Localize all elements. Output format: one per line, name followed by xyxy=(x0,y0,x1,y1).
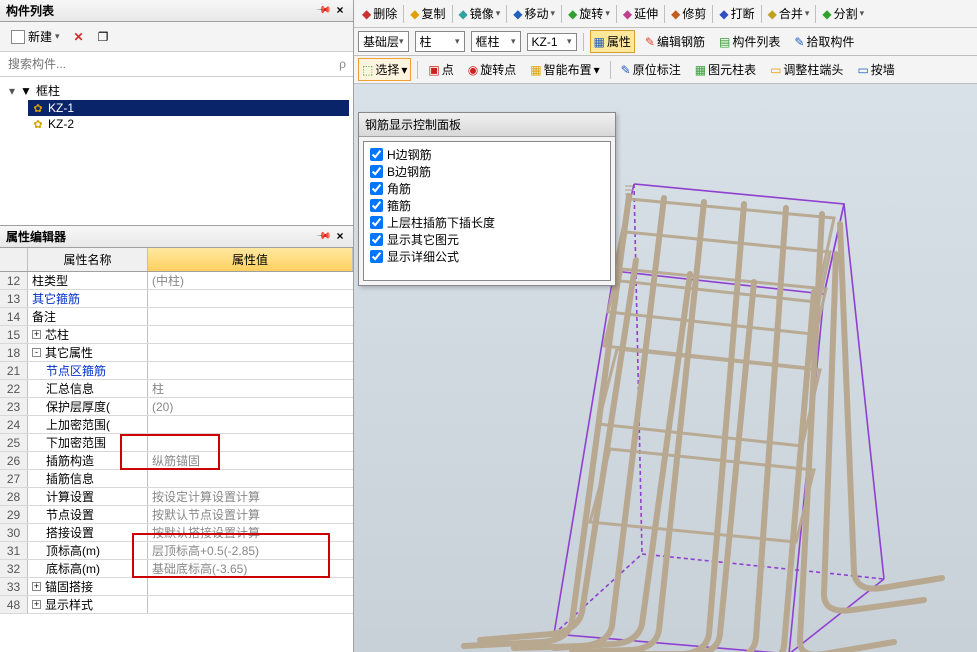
edit-rebar-button[interactable]: ✎编辑钢筋 xyxy=(641,30,709,53)
doc-icon xyxy=(11,30,25,44)
filter-icon: ▼ xyxy=(18,84,34,98)
tree-item-kz1[interactable]: ✿ KZ-1 xyxy=(28,100,349,116)
rebar-check[interactable]: B边钢筋 xyxy=(368,163,606,180)
col-table-button[interactable]: ▦图元柱表 xyxy=(691,58,760,81)
component-toolbar: 新建 ▾ ✕ ❐ xyxy=(0,22,353,52)
prop-row[interactable]: 23保护层厚度((20) xyxy=(0,398,353,416)
floor-select[interactable]: 基础层▾ xyxy=(358,31,409,52)
property-editor: 属性编辑器 📌 × 属性名称 属性值 12柱类型(中柱)13其它箍筋14备注15… xyxy=(0,225,353,652)
adjust-end-button[interactable]: ▭调整柱端头 xyxy=(766,58,847,81)
attr-button[interactable]: ▦属性 xyxy=(590,30,635,53)
prop-row[interactable]: 12柱类型(中柱) xyxy=(0,272,353,290)
toolbar-镜像[interactable]: ◆镜像▾ xyxy=(455,2,505,25)
prop-row[interactable]: 27插筋信息 xyxy=(0,470,353,488)
expand-icon[interactable]: ▾ xyxy=(6,84,18,98)
checkbox[interactable] xyxy=(370,216,383,229)
prop-row[interactable]: 21节点区箍筋 xyxy=(0,362,353,380)
action-toolbar: ⬚选择▾ ▣点 ◉旋转点 ▦智能布置▾ ✎原位标注 ▦图元柱表 ▭调整柱端头 ▭… xyxy=(354,56,977,84)
pick-comp-button[interactable]: ✎拾取构件 xyxy=(790,30,858,53)
toolbar-复制[interactable]: ◆复制 xyxy=(406,2,449,25)
toolbar-合并[interactable]: ◆合并▾ xyxy=(764,2,814,25)
prop-row[interactable]: 15+芯柱 xyxy=(0,326,353,344)
new-button[interactable]: 新建 ▾ xyxy=(6,25,65,48)
checkbox[interactable] xyxy=(370,250,383,263)
prop-row[interactable]: 13其它箍筋 xyxy=(0,290,353,308)
toolbar-分割[interactable]: ◆分割▾ xyxy=(818,2,868,25)
checkbox[interactable] xyxy=(370,233,383,246)
prop-grid-header: 属性名称 属性值 xyxy=(0,248,353,272)
checkbox[interactable] xyxy=(370,182,383,195)
cat-select[interactable]: 柱▾ xyxy=(415,31,465,52)
toolbar-旋转[interactable]: ◆旋转▾ xyxy=(564,2,614,25)
delete-icon[interactable]: ✕ xyxy=(69,27,89,47)
prop-row[interactable]: 22汇总信息柱 xyxy=(0,380,353,398)
tree-item-kz2[interactable]: ✿ KZ-2 xyxy=(28,116,349,132)
checkbox[interactable] xyxy=(370,165,383,178)
close-icon[interactable]: × xyxy=(333,230,347,244)
rebar-display-panel[interactable]: 钢筋显示控制面板 H边钢筋B边钢筋角筋箍筋上层柱插筋下插长度显示其它图元显示详细… xyxy=(358,112,616,286)
rebar-panel-title: 钢筋显示控制面板 xyxy=(359,113,615,137)
search-clear-icon[interactable]: ρ xyxy=(334,54,351,74)
gear-icon: ✿ xyxy=(30,101,46,115)
prop-row[interactable]: 18-其它属性 xyxy=(0,344,353,362)
toolbar-延伸[interactable]: ◆延伸 xyxy=(619,2,662,25)
close-icon[interactable]: × xyxy=(333,4,347,18)
edit-toolbar: ◆删除◆复制 ◆镜像▾◆移动▾◆旋转▾◆延伸◆修剪◆打断 ◆合并▾◆分割▾ xyxy=(354,0,977,28)
component-list-title: 构件列表 xyxy=(6,2,54,19)
3d-viewport[interactable]: 钢筋显示控制面板 H边钢筋B边钢筋角筋箍筋上层柱插筋下插长度显示其它图元显示详细… xyxy=(354,84,977,652)
component-tree: ▾ ▼ 框柱 ✿ KZ-1 ✿ KZ-2 xyxy=(0,77,353,225)
select-button[interactable]: ⬚选择▾ xyxy=(358,58,411,81)
prop-row[interactable]: 31顶标高(m)层顶标高+0.5(-2.85) xyxy=(0,542,353,560)
col-val: 属性值 xyxy=(148,248,353,271)
prop-row[interactable]: 48+显示样式 xyxy=(0,596,353,614)
toolbar-修剪[interactable]: ◆修剪 xyxy=(667,2,710,25)
gear-icon: ✿ xyxy=(30,117,46,131)
col-name: 属性名称 xyxy=(28,248,148,271)
smart-layout-button[interactable]: ▦智能布置▾ xyxy=(526,58,603,81)
prop-row[interactable]: 14备注 xyxy=(0,308,353,326)
selector-toolbar: 基础层▾ 柱▾ 框柱▾ KZ-1▾ ▦属性 ✎编辑钢筋 ▤构件列表 ✎拾取构件 xyxy=(354,28,977,56)
prop-row[interactable]: 33+锚固搭接 xyxy=(0,578,353,596)
prop-row[interactable]: 29节点设置按默认节点设置计算 xyxy=(0,506,353,524)
prop-row[interactable]: 28计算设置按设定计算设置计算 xyxy=(0,488,353,506)
prop-rows: 12柱类型(中柱)13其它箍筋14备注15+芯柱18-其它属性21节点区箍筋22… xyxy=(0,272,353,652)
rebar-check[interactable]: 上层柱插筋下插长度 xyxy=(368,214,606,231)
copy-icon[interactable]: ❐ xyxy=(93,27,114,47)
prop-row[interactable]: 26插筋构造纵筋锚固 xyxy=(0,452,353,470)
rebar-panel-body: H边钢筋B边钢筋角筋箍筋上层柱插筋下插长度显示其它图元显示详细公式 xyxy=(363,141,611,281)
prop-editor-header: 属性编辑器 📌 × xyxy=(0,226,353,248)
prop-row[interactable]: 25下加密范围 xyxy=(0,434,353,452)
toolbar-移动[interactable]: ◆移动▾ xyxy=(509,2,559,25)
pin-icon[interactable]: 📌 xyxy=(314,2,331,19)
search-row: ρ xyxy=(0,52,353,77)
pin-icon[interactable]: 📌 xyxy=(314,228,331,245)
rebar-check[interactable]: 显示详细公式 xyxy=(368,248,606,265)
col-num xyxy=(0,248,28,271)
annotation-button[interactable]: ✎原位标注 xyxy=(617,58,685,81)
tree-root[interactable]: ▾ ▼ 框柱 xyxy=(4,81,349,100)
point-button[interactable]: ▣点 xyxy=(424,58,457,81)
rotate-point-button[interactable]: ◉旋转点 xyxy=(464,58,521,81)
rebar-check[interactable]: 箍筋 xyxy=(368,197,606,214)
toolbar-打断[interactable]: ◆打断 xyxy=(715,2,758,25)
prop-row[interactable]: 24上加密范围( xyxy=(0,416,353,434)
checkbox[interactable] xyxy=(370,199,383,212)
checkbox[interactable] xyxy=(370,148,383,161)
comp-list-button[interactable]: ▤构件列表 xyxy=(715,30,784,53)
type-select[interactable]: 框柱▾ xyxy=(471,31,521,52)
rebar-check[interactable]: H边钢筋 xyxy=(368,146,606,163)
rebar-check[interactable]: 角筋 xyxy=(368,180,606,197)
prop-row[interactable]: 32底标高(m)基础底标高(-3.65) xyxy=(0,560,353,578)
comp-select[interactable]: KZ-1▾ xyxy=(527,33,577,51)
prop-row[interactable]: 30搭接设置按默认搭接设置计算 xyxy=(0,524,353,542)
search-input[interactable] xyxy=(2,54,334,74)
toolbar-删除[interactable]: ◆删除 xyxy=(358,2,401,25)
by-wall-button[interactable]: ▭按墙 xyxy=(853,58,898,81)
rebar-check[interactable]: 显示其它图元 xyxy=(368,231,606,248)
component-list-header: 构件列表 📌 × xyxy=(0,0,353,22)
